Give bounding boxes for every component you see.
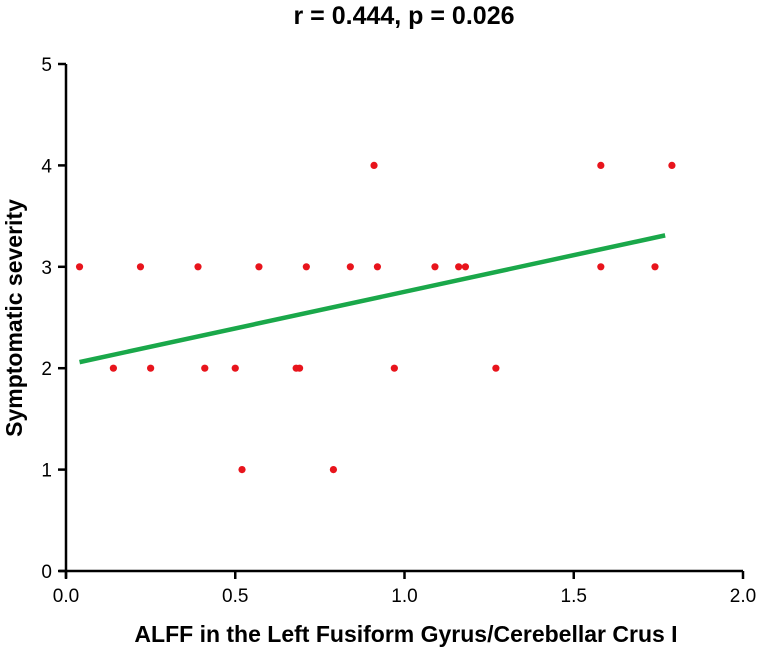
x-tick-label: 1.5 xyxy=(561,586,587,607)
data-point xyxy=(390,364,398,372)
y-tick-label: 5 xyxy=(41,55,52,76)
y-tick-label: 4 xyxy=(41,156,52,177)
x-tick-label: 1.0 xyxy=(391,586,417,607)
data-point xyxy=(147,364,155,372)
data-point xyxy=(346,263,354,271)
data-point xyxy=(109,364,117,372)
regression-line xyxy=(79,233,666,365)
data-point xyxy=(201,364,209,372)
data-point xyxy=(597,161,605,169)
y-tick-label: 3 xyxy=(41,258,52,279)
axes xyxy=(59,64,743,578)
data-point xyxy=(431,263,439,271)
y-tick-label: 1 xyxy=(41,461,52,482)
y-tick-label: 0 xyxy=(41,562,52,583)
y-tick-label: 2 xyxy=(41,359,52,380)
x-tick-label: 0.5 xyxy=(222,586,248,607)
axis-ticks: 0.0 0.5 1.0 1.5 2.0 0 1 2 3 4 5 xyxy=(41,55,756,607)
data-point xyxy=(373,263,382,271)
data-points xyxy=(75,161,676,474)
data-point xyxy=(461,263,470,271)
data-point xyxy=(75,263,84,271)
data-point xyxy=(194,263,202,271)
data-point xyxy=(329,466,338,474)
data-point xyxy=(597,263,605,271)
x-axis-label: ALFF in the Left Fusiform Gyrus/Cerebell… xyxy=(134,621,677,647)
data-point xyxy=(295,364,304,372)
x-tick-label: 0.0 xyxy=(53,586,79,607)
data-point xyxy=(255,263,263,271)
data-point xyxy=(136,263,145,271)
data-point xyxy=(455,263,463,271)
y-axis-label: Symptomatic severity xyxy=(1,199,27,437)
data-point xyxy=(238,466,246,474)
chart-title: r = 0.444, p = 0.026 xyxy=(294,2,515,30)
data-point xyxy=(370,161,378,169)
data-point xyxy=(231,364,239,372)
data-point xyxy=(492,364,500,372)
data-point xyxy=(668,161,676,169)
x-tick-label: 2.0 xyxy=(730,586,756,607)
data-point xyxy=(651,263,659,271)
data-point xyxy=(302,263,310,271)
fit-line-group xyxy=(79,233,666,365)
